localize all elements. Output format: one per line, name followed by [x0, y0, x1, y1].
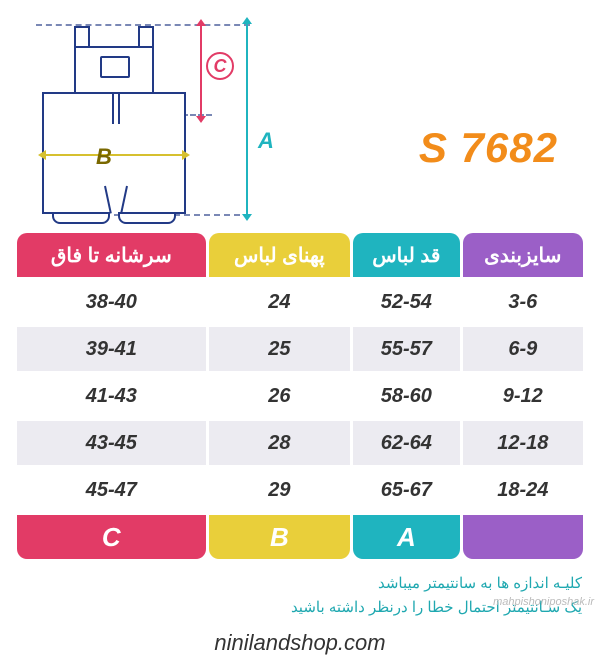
- table-cell: 25: [209, 327, 351, 371]
- table-row: 12-1862-642843-45: [17, 421, 583, 465]
- table-cell: 38-40: [17, 280, 206, 324]
- table-cell: 39-41: [17, 327, 206, 371]
- label-c: C: [206, 52, 234, 80]
- table-cell: 12-18: [463, 421, 583, 465]
- table-cell: 41-43: [17, 374, 206, 418]
- column-header: قد لباس: [353, 233, 459, 277]
- table-cell: 52-54: [353, 280, 459, 324]
- arrow-b-icon: [46, 154, 182, 156]
- column-header: پهنای لباس: [209, 233, 351, 277]
- note-line-1: کلیـه اندازه ها به سانتیمتر میباشد: [14, 572, 582, 596]
- watermark: mahpishoniposhak.ir: [493, 596, 594, 608]
- column-header: سرشانه تا فاق: [17, 233, 206, 277]
- footer-url: ninilandshop.com: [14, 630, 586, 656]
- table-row: 9-1258-602641-43: [17, 374, 583, 418]
- arrow-c-icon: [200, 26, 202, 116]
- table-cell: 58-60: [353, 374, 459, 418]
- table-header-row: سایزبندیقد لباسپهنای لباسسرشانه تا فاق: [17, 233, 583, 277]
- arrow-a-icon: [246, 24, 248, 214]
- overalls-icon: [34, 26, 194, 221]
- table-cell: 28: [209, 421, 351, 465]
- table-cell: 26: [209, 374, 351, 418]
- table-cell: 3-6: [463, 280, 583, 324]
- table-cell: 9-12: [463, 374, 583, 418]
- table-footer-row: ABC: [17, 515, 583, 559]
- table-cell: 43-45: [17, 421, 206, 465]
- table-cell: 45-47: [17, 468, 206, 512]
- label-a: A: [258, 128, 274, 154]
- table-row: 3-652-542438-40: [17, 280, 583, 324]
- table-row: 6-955-572539-41: [17, 327, 583, 371]
- column-footer: C: [17, 515, 206, 559]
- table-cell: 29: [209, 468, 351, 512]
- column-header: سایزبندی: [463, 233, 583, 277]
- top-area: B C A S 7682: [14, 12, 586, 230]
- size-table: سایزبندیقد لباسپهنای لباسسرشانه تا فاق 3…: [14, 230, 586, 562]
- column-footer: A: [353, 515, 459, 559]
- table-cell: 24: [209, 280, 351, 324]
- column-footer: B: [209, 515, 351, 559]
- table-cell: 18-24: [463, 468, 583, 512]
- column-footer: [463, 515, 583, 559]
- overalls-diagram: B C A: [14, 16, 294, 226]
- label-b: B: [96, 144, 112, 170]
- sku-code: S 7682: [419, 124, 558, 172]
- table-cell: 55-57: [353, 327, 459, 371]
- table-cell: 62-64: [353, 421, 459, 465]
- table-cell: 6-9: [463, 327, 583, 371]
- table-row: 18-2465-672945-47: [17, 468, 583, 512]
- table-cell: 65-67: [353, 468, 459, 512]
